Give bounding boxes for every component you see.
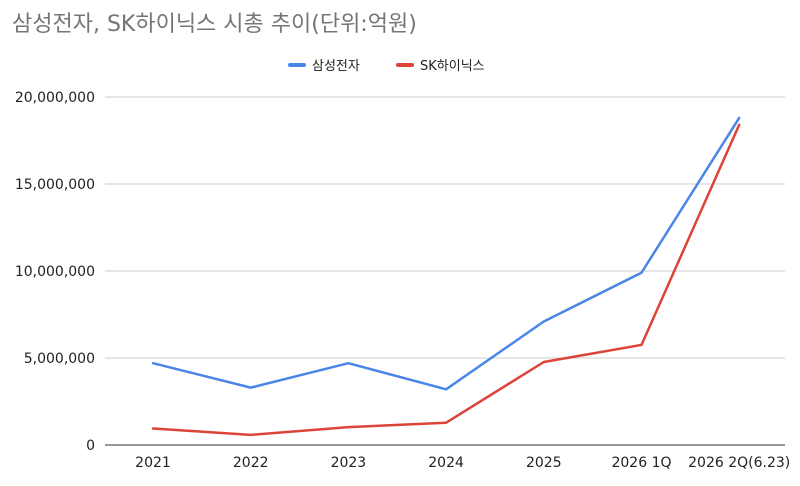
- y-tick-label: 20,000,000: [15, 90, 95, 106]
- x-tick-label: 2023: [331, 455, 367, 471]
- y-tick-label: 0: [86, 438, 95, 454]
- y-tick-label: 5,000,000: [24, 351, 95, 367]
- x-tick-label: 2022: [233, 455, 269, 471]
- y-tick-label: 10,000,000: [15, 264, 95, 280]
- y-tick-label: 15,000,000: [15, 177, 95, 193]
- chart-title: 삼성전자, SK하이닉스 시총 추이(단위:억원): [12, 12, 417, 37]
- x-tick-label: 2025: [526, 455, 562, 471]
- legend-label: 삼성전자: [312, 59, 360, 74]
- x-tick-label: 2021: [135, 455, 171, 471]
- series-line: [151, 123, 741, 437]
- x-tick-label: 2024: [428, 455, 464, 471]
- x-tick-label: 2026 1Q: [611, 455, 671, 471]
- x-tick-label: 2026 2Q(6.23): [688, 455, 790, 471]
- series-line: [151, 116, 741, 391]
- legend-label: SK하이닉스: [420, 59, 485, 74]
